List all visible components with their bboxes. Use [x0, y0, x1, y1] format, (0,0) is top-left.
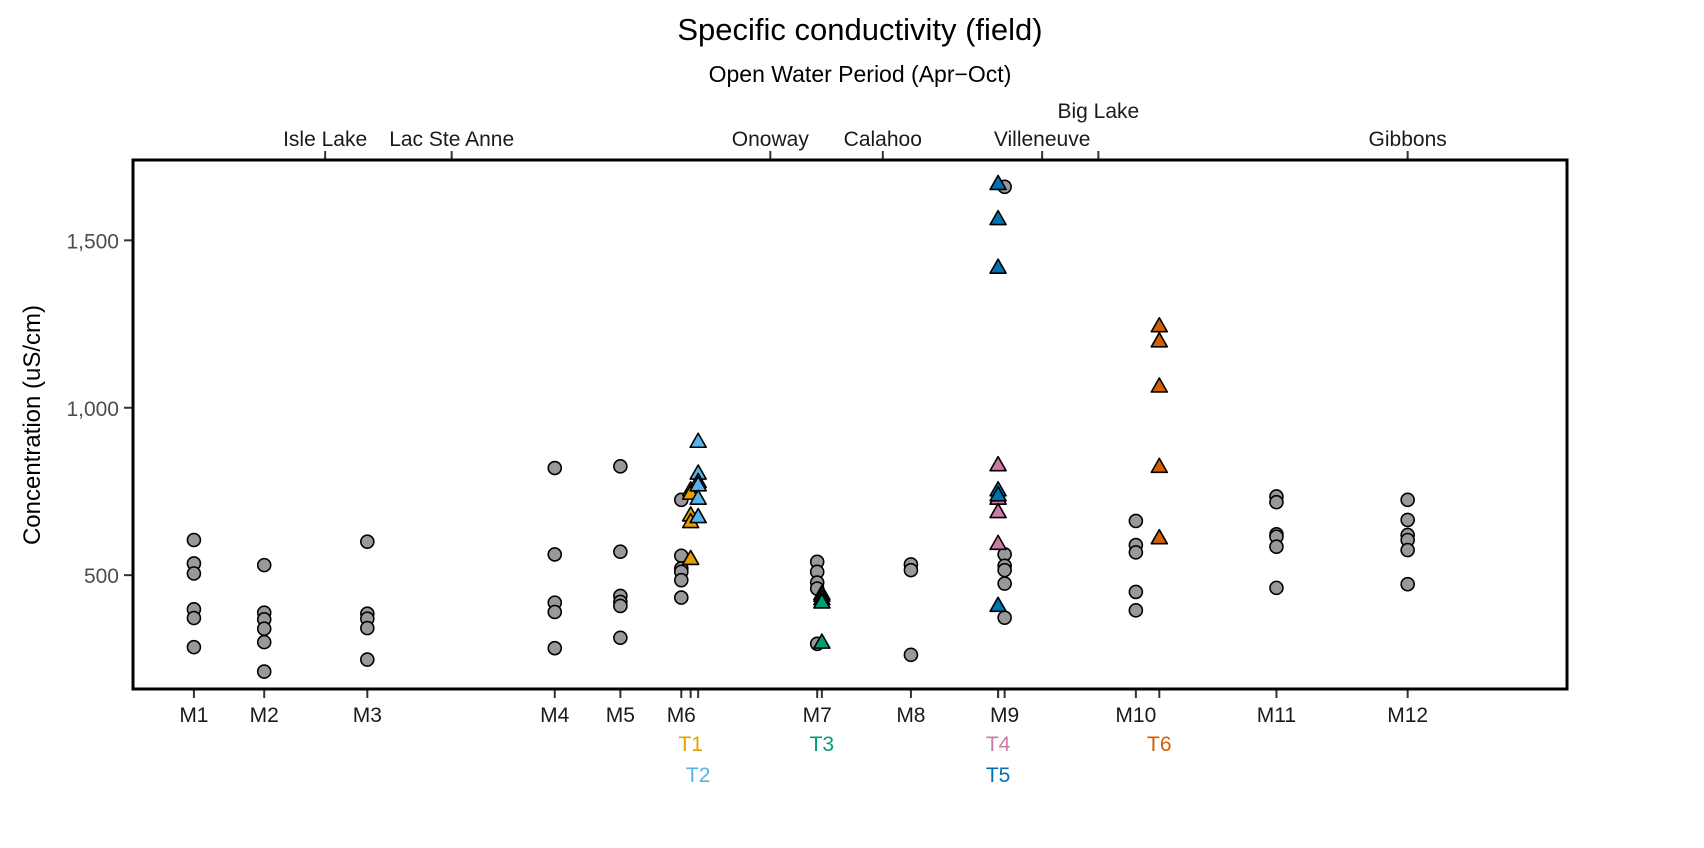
x-tick-label-m9: M9 — [990, 704, 1019, 727]
x-tick-label-m4: M4 — [540, 704, 569, 727]
point-t3-5 — [813, 633, 831, 649]
point-t2-5 — [689, 489, 707, 505]
tributary-label-t6: T6 — [1147, 733, 1172, 756]
point-m8-3 — [903, 647, 919, 663]
top-axis: Isle Lake Lac Ste Anne Onoway Calahoo Villen… — [283, 100, 1447, 160]
point-t2-6 — [689, 507, 707, 524]
point-m4-1 — [547, 460, 563, 476]
chart-title: Specific conductivity (field) — [677, 12, 1042, 47]
point-t6-3 — [1150, 377, 1169, 393]
x-tick-label-m12: M12 — [1387, 704, 1428, 727]
x-tick-label-m8: M8 — [896, 704, 925, 727]
tributary-label-t3: T3 — [810, 733, 835, 756]
point-t4-4 — [989, 534, 1007, 551]
top-label-lac-ste-anne: Lac Ste Anne — [389, 128, 514, 151]
point-m2-6 — [256, 664, 272, 679]
point-m1-6 — [186, 639, 202, 655]
x-tick-label-m7: M7 — [803, 704, 832, 727]
tributary-label-t2: T2 — [686, 764, 711, 787]
point-t1-5 — [681, 549, 700, 566]
tributary-label-t1: T1 — [678, 733, 703, 756]
point-m2-4 — [256, 621, 272, 637]
point-m9-5 — [997, 576, 1012, 591]
point-m11-6 — [1269, 580, 1284, 596]
point-m2-1 — [256, 557, 272, 573]
point-m10-3 — [1128, 545, 1144, 560]
x-tick-label-m5: M5 — [606, 704, 635, 727]
point-m4-5 — [547, 640, 563, 656]
x-tick-label-m11: M11 — [1257, 704, 1296, 727]
point-m3-1 — [360, 534, 375, 549]
x-tick-label-m3: M3 — [353, 704, 382, 727]
point-m10-5 — [1128, 603, 1144, 618]
y-tick-label-1500: 1,500 — [66, 230, 119, 253]
point-m1-3 — [186, 566, 202, 581]
point-m10-1 — [1128, 513, 1144, 529]
point-t4-1 — [989, 455, 1007, 472]
point-m1-1 — [186, 532, 202, 548]
point-t5-3 — [989, 258, 1007, 274]
x-tick-label-m2: M2 — [250, 704, 279, 727]
x-axis: M1 M2 M3 M4 M5 M6 M7 M8 M9 M10 M11 M12 T1 T2 T3 T4 T5 T6 — [179, 689, 1428, 787]
point-m9-6 — [997, 610, 1012, 625]
point-t5-2 — [989, 209, 1007, 226]
point-m10-4 — [1128, 584, 1144, 600]
chart-subtitle: Open Water Period (Apr−Oct) — [709, 61, 1012, 87]
y-axis: 500 1,000 1,500 — [66, 230, 133, 588]
x-tick-label-m10: M10 — [1115, 704, 1156, 727]
tributary-label-t5: T5 — [986, 764, 1011, 787]
point-t6-5 — [1150, 528, 1169, 545]
point-m9-4 — [997, 562, 1012, 578]
point-t6-2 — [1150, 331, 1169, 348]
point-m3-4 — [360, 620, 375, 636]
point-t5-6 — [989, 596, 1007, 613]
x-tick-label-m6: M6 — [667, 704, 696, 727]
point-m8-2 — [903, 562, 919, 578]
top-label-villeneuve: Villeneuve — [994, 128, 1091, 151]
point-t4-3 — [989, 502, 1007, 519]
tributary-label-t4: T4 — [986, 733, 1011, 756]
point-t5-5 — [989, 486, 1007, 502]
point-m6-6 — [673, 590, 689, 605]
point-t6-1 — [1150, 316, 1169, 333]
point-t6-4 — [1150, 457, 1169, 474]
plot-frame — [131, 158, 1569, 691]
point-m12-2 — [1400, 512, 1415, 528]
y-tick-label-500: 500 — [84, 565, 119, 588]
point-m3-5 — [360, 652, 375, 667]
top-label-calahoo: Calahoo — [844, 128, 922, 151]
top-label-isle-lake: Isle Lake — [283, 128, 367, 151]
point-m5-6 — [613, 630, 628, 646]
point-m2-5 — [256, 634, 272, 650]
point-m12-5 — [1400, 542, 1415, 558]
point-m11-5 — [1269, 539, 1284, 555]
point-m4-4 — [547, 604, 563, 620]
point-m5-2 — [613, 544, 628, 560]
point-t2-1 — [689, 432, 707, 449]
top-label-big-lake: Big Lake — [1058, 100, 1140, 123]
top-label-gibbons: Gibbons — [1369, 128, 1447, 151]
point-m12-6 — [1400, 576, 1415, 592]
point-m1-5 — [186, 610, 202, 626]
point-m6-5 — [673, 572, 689, 588]
x-tick-label-m1: M1 — [179, 704, 208, 727]
top-label-onoway: Onoway — [732, 128, 810, 151]
point-m4-2 — [547, 547, 563, 562]
point-m12-1 — [1400, 492, 1415, 508]
point-m5-1 — [613, 459, 628, 474]
y-axis-label: Concentration (uS/cm) — [19, 305, 46, 545]
point-t3-4 — [813, 593, 831, 609]
point-t5-1 — [989, 174, 1007, 191]
point-m5-5 — [613, 598, 628, 614]
point-m11-2 — [1269, 494, 1284, 510]
plot-points — [186, 174, 1415, 679]
y-tick-label-1000: 1,000 — [66, 398, 119, 421]
